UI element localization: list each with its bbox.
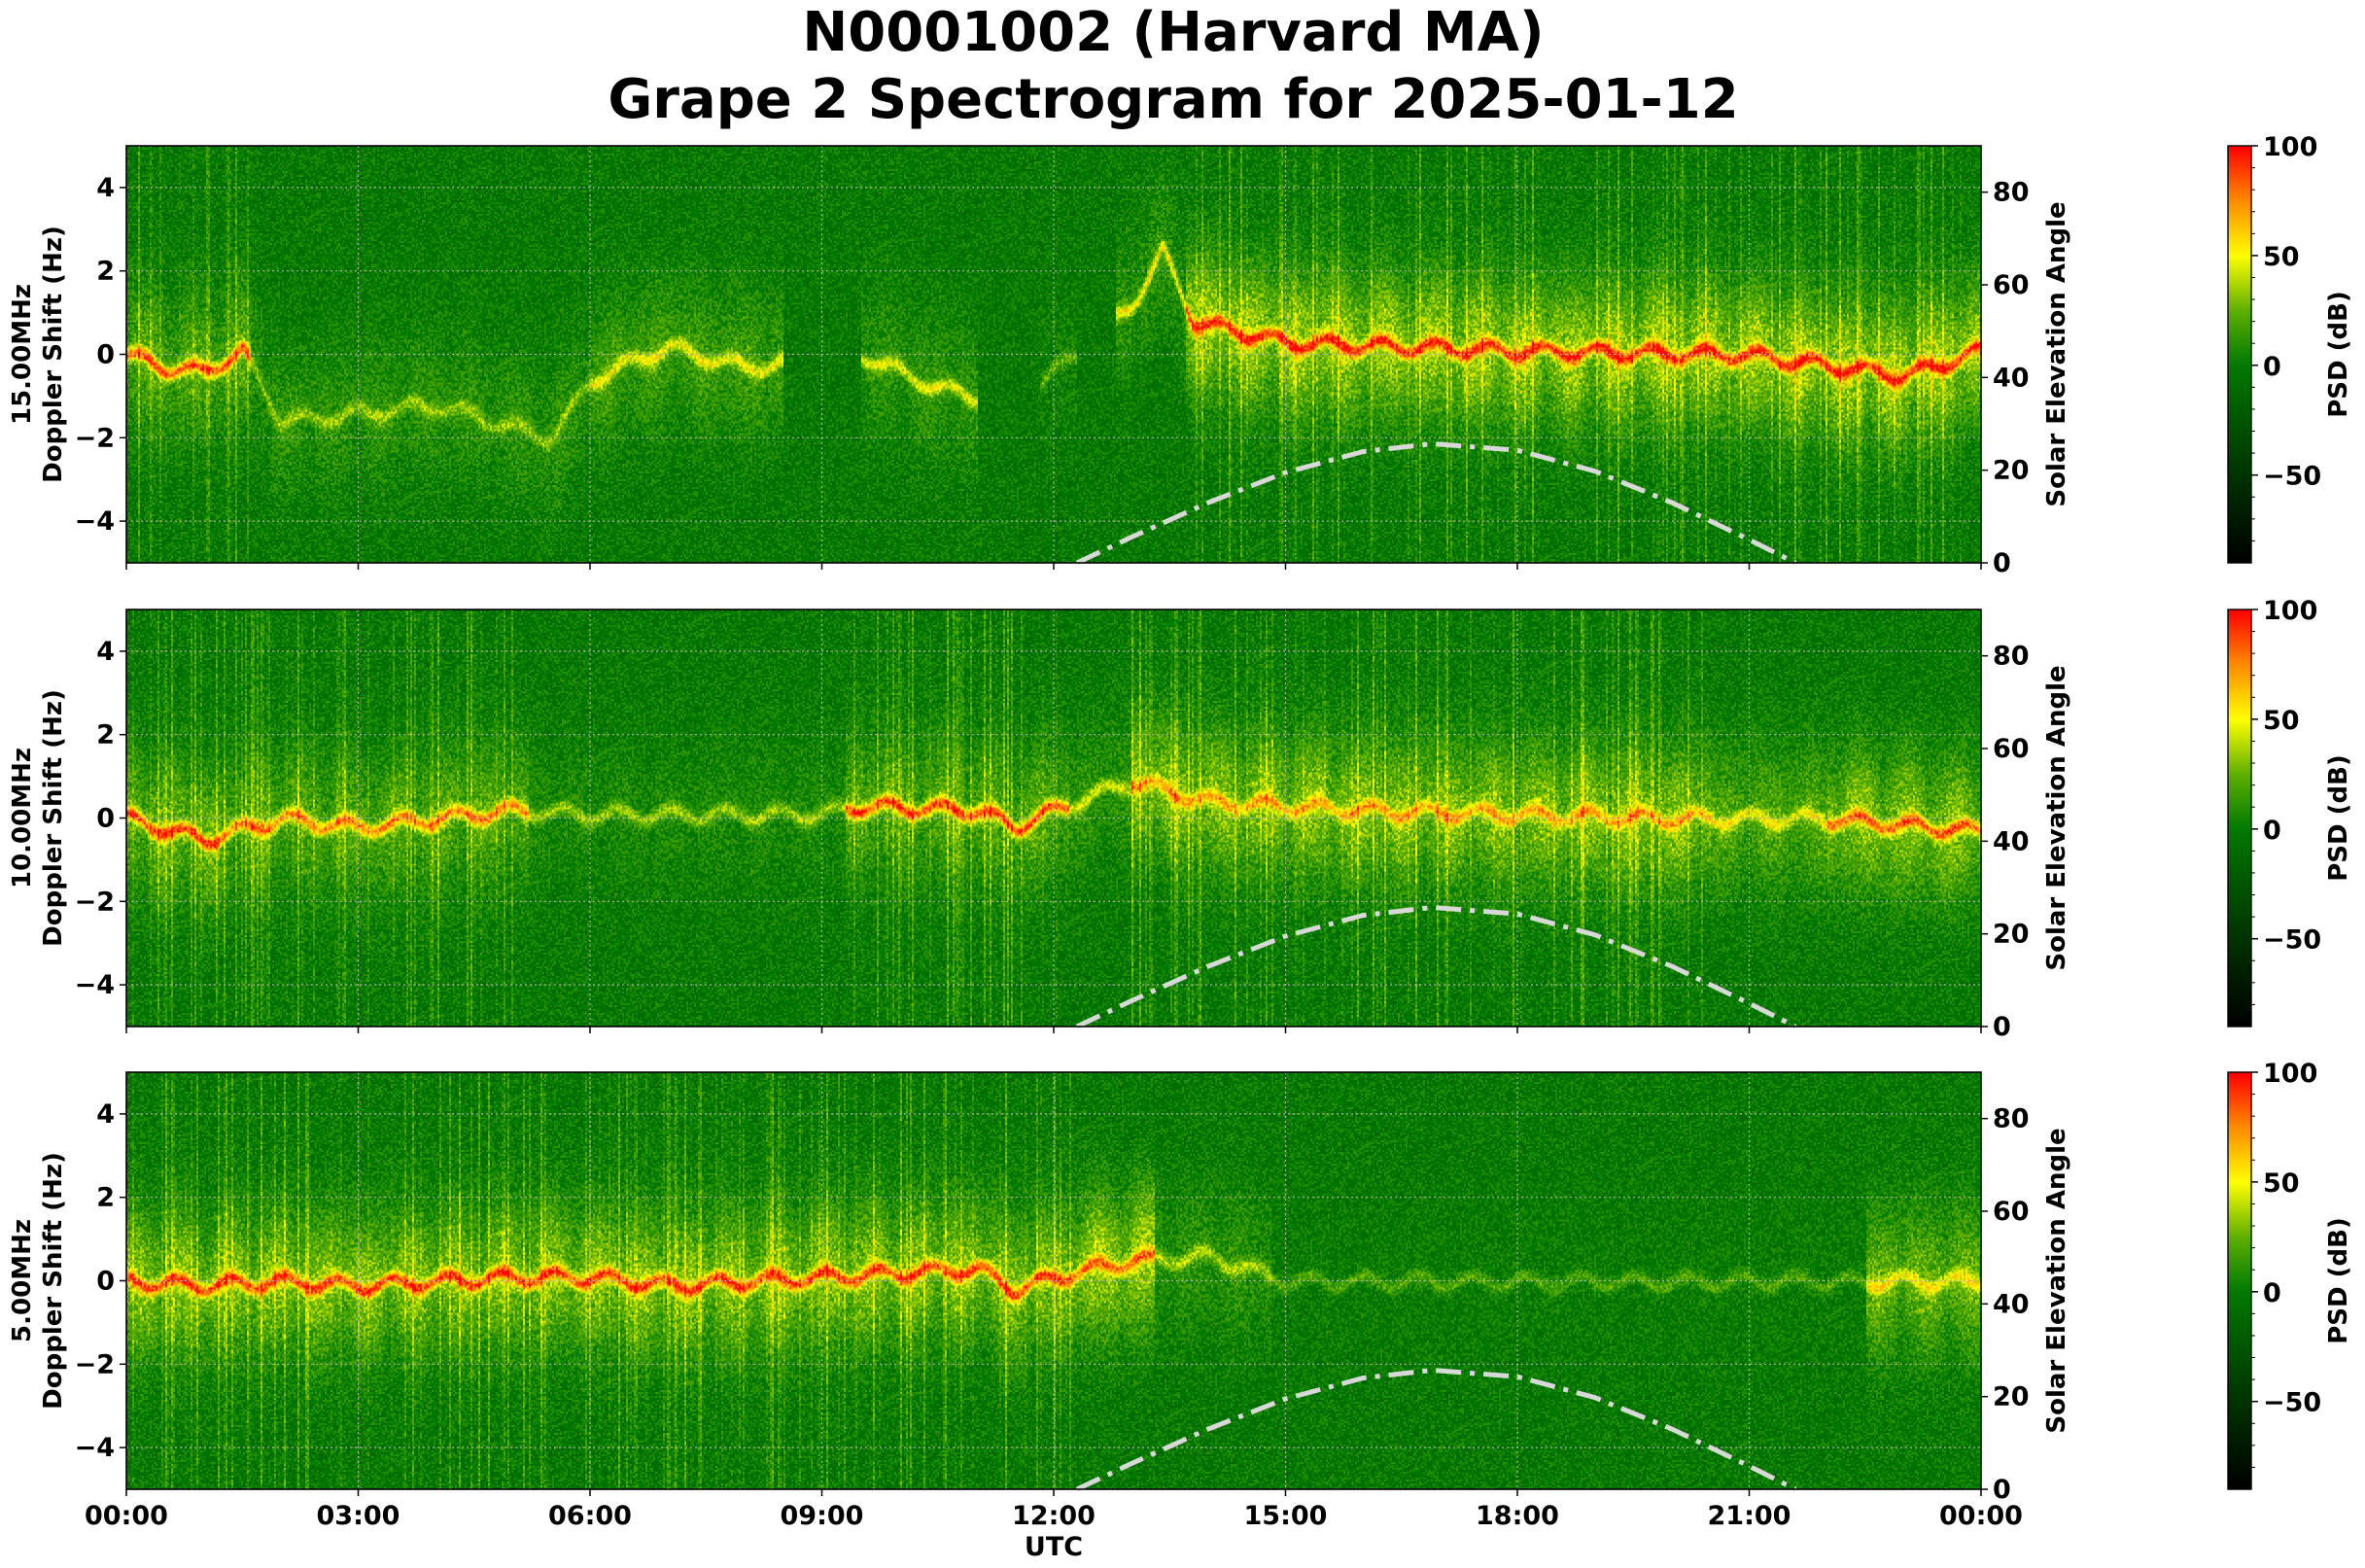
y-tick-label-left: 0 — [96, 804, 115, 834]
y-tick-label-left: 0 — [96, 1267, 115, 1297]
y-tick-label-right: 40 — [1993, 1289, 2030, 1319]
colorbar-frame — [2227, 1071, 2252, 1490]
y-tick-label-right: 80 — [1993, 178, 2030, 208]
colorbar-tick-label: −50 — [2263, 462, 2321, 492]
y-tick-label-right: 80 — [1993, 1104, 2030, 1134]
y-tick-label-right: 60 — [1993, 270, 2030, 300]
colorbar-15mhz — [2228, 146, 2251, 563]
x-tick-label: 15:00 — [1244, 1501, 1328, 1531]
plot-frame — [125, 1071, 1982, 1490]
x-tick-label: 00:00 — [1939, 1501, 2023, 1531]
colorbar-tick-label: 0 — [2263, 816, 2281, 846]
y-tick-label-left: −2 — [75, 423, 115, 453]
frequency-label: 5.00MHz — [8, 1219, 37, 1342]
x-axis-label: UTC — [1025, 1532, 1083, 1562]
colorbar-label: PSD (dB) — [2324, 754, 2353, 882]
y-tick-label-left: 4 — [96, 637, 115, 667]
solar-elevation-curve — [1075, 1367, 1797, 1492]
x-tick-label: 09:00 — [781, 1501, 864, 1531]
y-tick-label-left: −2 — [75, 1349, 115, 1379]
colorbar-label: PSD (dB) — [2324, 291, 2353, 418]
y-axis-label-right: Solar Elevation Angle — [2042, 201, 2071, 506]
y-tick-label-right: 20 — [1993, 920, 2030, 950]
y-tick-label-right: 20 — [1993, 456, 2030, 486]
y-tick-label-left: −4 — [75, 506, 115, 537]
y-tick-label-left: 2 — [96, 720, 115, 750]
x-tick-label: 21:00 — [1708, 1501, 1791, 1531]
colorbar-tick-label: −50 — [2263, 1388, 2321, 1418]
plot-frame — [125, 145, 1982, 564]
frequency-label: 15.00MHz — [8, 284, 37, 425]
y-tick-label-left: 4 — [96, 173, 115, 203]
x-tick-label: 12:00 — [1012, 1501, 1096, 1531]
colorbar-5mhz — [2228, 1072, 2251, 1489]
colorbar-tick-label: 100 — [2263, 132, 2317, 162]
colorbar-tick-label: 0 — [2263, 1278, 2281, 1308]
colorbar-frame — [2227, 609, 2252, 1028]
chart-title-line2: Grape 2 Spectrogram for 2025-01-12 — [608, 68, 1738, 131]
frequency-label: 10.00MHz — [8, 748, 37, 889]
y-tick-label-left: −4 — [75, 1433, 115, 1463]
y-tick-label-right: 80 — [1993, 642, 2030, 672]
y-tick-label-right: 0 — [1993, 548, 2011, 578]
x-tick-label: 06:00 — [548, 1501, 632, 1531]
y-tick-label-right: 0 — [1993, 1475, 2011, 1505]
colorbar-tick-label: 100 — [2263, 1059, 2317, 1089]
y-tick-label-left: 4 — [96, 1099, 115, 1130]
y-tick-label-left: −4 — [75, 970, 115, 1000]
y-axis-label-left: Doppler Shift (Hz) — [39, 689, 68, 947]
y-tick-label-right: 60 — [1993, 1197, 2030, 1227]
y-tick-label-left: 0 — [96, 340, 115, 370]
solar-elevation-curve — [1075, 440, 1797, 566]
y-axis-label-left: Doppler Shift (Hz) — [39, 1152, 68, 1410]
plot-frame — [125, 609, 1982, 1028]
colorbar-label: PSD (dB) — [2324, 1217, 2353, 1344]
colorbar-tick-label: 100 — [2263, 596, 2317, 626]
y-tick-label-left: 2 — [96, 1183, 115, 1213]
y-axis-label-left: Doppler Shift (Hz) — [39, 226, 68, 483]
colorbar-tick-label: 0 — [2263, 352, 2281, 382]
y-tick-label-right: 20 — [1993, 1382, 2030, 1412]
y-tick-label-left: −2 — [75, 887, 115, 917]
y-axis-label-right: Solar Elevation Angle — [2042, 1128, 2071, 1433]
colorbar-10mhz — [2228, 610, 2251, 1027]
x-tick-label: 03:00 — [317, 1501, 400, 1531]
y-tick-label-left: 2 — [96, 257, 115, 287]
y-tick-label-right: 60 — [1993, 734, 2030, 764]
solar-elevation-curve — [1075, 904, 1797, 1029]
y-tick-label-right: 0 — [1993, 1012, 2011, 1042]
colorbar-frame — [2227, 145, 2252, 564]
x-tick-label: 00:00 — [85, 1501, 168, 1531]
y-axis-label-right: Solar Elevation Angle — [2042, 665, 2071, 970]
chart-title-line1: N0001002 (Harvard MA) — [802, 1, 1544, 64]
y-tick-label-right: 40 — [1993, 363, 2030, 393]
x-tick-label: 18:00 — [1476, 1501, 1559, 1531]
colorbar-tick-label: 50 — [2263, 1168, 2300, 1199]
colorbar-tick-label: −50 — [2263, 925, 2321, 956]
colorbar-tick-label: 50 — [2263, 242, 2300, 272]
y-tick-label-right: 40 — [1993, 826, 2030, 856]
colorbar-tick-label: 50 — [2263, 706, 2300, 736]
